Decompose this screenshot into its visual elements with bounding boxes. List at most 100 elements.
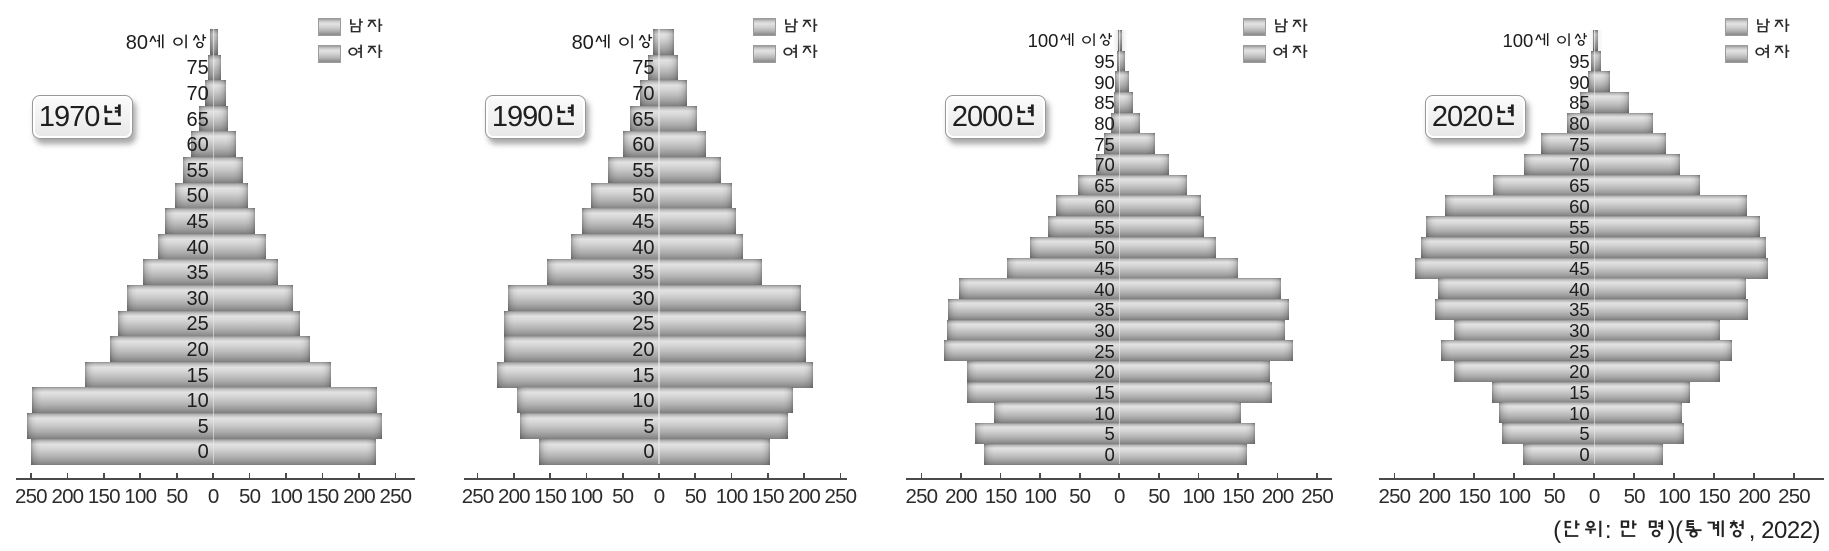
x-axis-tick — [1593, 472, 1596, 479]
x-axis-tick — [513, 472, 515, 479]
age-label-55: 55 — [186, 159, 209, 182]
x-axis-tick-label: 100 — [1024, 484, 1057, 508]
x-axis-tick-label: 50 — [238, 484, 261, 508]
x-axis-tick — [1793, 472, 1795, 479]
bar-male-age-70 — [640, 80, 659, 107]
bar-female-age-15 — [213, 361, 331, 388]
x-axis-tick-label: 250 — [1778, 484, 1811, 508]
x-axis-line — [464, 478, 847, 480]
age-label-35: 35 — [632, 262, 655, 285]
age-label-85: 85 — [1569, 92, 1590, 114]
bar-male-age-5 — [520, 413, 659, 439]
legend-label-male — [1754, 17, 1791, 37]
legend-label-female — [1272, 43, 1309, 63]
age-label-15: 15 — [1094, 381, 1115, 403]
x-axis-tick — [30, 472, 32, 479]
age-label-5: 5 — [643, 415, 655, 438]
bar-male-age-65 — [630, 105, 659, 132]
pyramid-center-axis — [1593, 30, 1596, 465]
bar-female-age-50 — [1594, 236, 1767, 258]
bar-female-age-60 — [659, 131, 707, 158]
age-label-5: 5 — [1579, 423, 1590, 445]
bar-male-age-15 — [1491, 381, 1595, 403]
legend-swatch-male — [1243, 18, 1266, 36]
bar-female-age-55 — [1594, 216, 1760, 238]
bar-male-age-55 — [182, 157, 214, 183]
x-axis-tick — [549, 472, 552, 479]
bar-female-age-60 — [1119, 195, 1201, 217]
x-axis-tick — [658, 472, 660, 479]
bar-female-age-20 — [1119, 360, 1271, 383]
x-axis-tick — [394, 472, 397, 479]
bar-male-age-85 — [1579, 92, 1595, 114]
bar-male-age-35 — [948, 298, 1120, 320]
x-axis-tick — [1673, 472, 1675, 479]
bar-female-age-10 — [1119, 402, 1242, 424]
x-axis-tick-label: 200 — [945, 484, 978, 508]
bar-male-age-10 — [31, 387, 214, 414]
x-axis-tick-label: 150 — [751, 484, 785, 508]
age-label-15: 15 — [1569, 381, 1590, 403]
bar-male-age-20 — [966, 360, 1120, 383]
bar-female-age-65 — [659, 105, 697, 132]
age-label-50: 50 — [186, 185, 209, 208]
year-label-1970년: 1970 — [32, 95, 133, 139]
age-label-75: 75 — [1094, 133, 1115, 155]
age-label-35: 35 — [186, 262, 209, 285]
age-label-60: 60 — [1569, 195, 1590, 217]
bar-female-age-25 — [659, 310, 807, 337]
age-label-0: 0 — [1104, 443, 1115, 465]
bar-female-age-70 — [213, 80, 226, 107]
bar-male-age-30 — [508, 285, 659, 311]
legend-label-male — [347, 17, 384, 37]
age-label-20: 20 — [632, 339, 655, 361]
x-axis-tick-label: 50 — [1543, 484, 1566, 508]
age-label-30: 30 — [1569, 319, 1590, 341]
bar-male-age-60 — [191, 131, 214, 158]
x-axis-tick-label: 150 — [87, 484, 121, 508]
year-label-2020년: 2020 — [1425, 95, 1526, 139]
x-axis-tick-label: 200 — [1261, 484, 1295, 508]
bar-female-age-70 — [1594, 154, 1680, 176]
legend-label-female — [347, 43, 384, 63]
bar-male-age-65 — [1078, 174, 1120, 196]
x-axis-tick-label: 100 — [270, 484, 303, 508]
age-label-20: 20 — [1569, 360, 1590, 382]
x-axis-tick-label: 200 — [51, 484, 84, 508]
age-label-95: 95 — [1094, 50, 1115, 72]
x-axis-tick — [1553, 472, 1556, 479]
x-axis-tick — [621, 472, 624, 479]
figure-caption: (: )(, 2022) — [1553, 517, 1820, 544]
age-label-40: 40 — [186, 236, 209, 259]
x-axis-tick-label: 50 — [612, 484, 634, 508]
legend-swatch-female — [1243, 44, 1266, 63]
bar-male-age-5 — [975, 422, 1120, 445]
age-label-50: 50 — [632, 185, 655, 208]
bar-male-age-75 — [648, 54, 659, 81]
bar-male-age-30 — [127, 285, 214, 311]
x-axis-tick — [1078, 472, 1081, 479]
bar-female-age-35 — [659, 259, 762, 286]
x-axis-tick-label: 150 — [1222, 484, 1255, 508]
bar-male-age-50 — [1029, 236, 1120, 258]
bar-male-age-55 — [1425, 216, 1595, 238]
bar-female-age-35 — [1119, 298, 1290, 320]
age-label-35: 35 — [1569, 298, 1590, 320]
x-axis-tick-label: 50 — [1069, 484, 1091, 508]
x-axis-tick — [285, 472, 287, 479]
pyramid-center-axis — [658, 29, 660, 465]
age-label-50: 50 — [1094, 236, 1115, 258]
bar-female-age-30 — [659, 285, 802, 311]
age-label-65: 65 — [1094, 174, 1115, 196]
x-axis-tick-label: 0 — [653, 484, 665, 508]
x-axis-tick — [1633, 472, 1636, 479]
bar-male-age-15 — [496, 361, 659, 388]
x-axis-tick — [139, 472, 142, 479]
age-label-35: 35 — [1094, 298, 1115, 320]
x-axis-tick — [1158, 472, 1160, 479]
age-label-90: 90 — [1569, 71, 1590, 93]
bar-male-age-40 — [1438, 278, 1595, 300]
x-axis-tick-label: 150 — [984, 484, 1018, 508]
age-label-75: 75 — [1569, 133, 1590, 155]
